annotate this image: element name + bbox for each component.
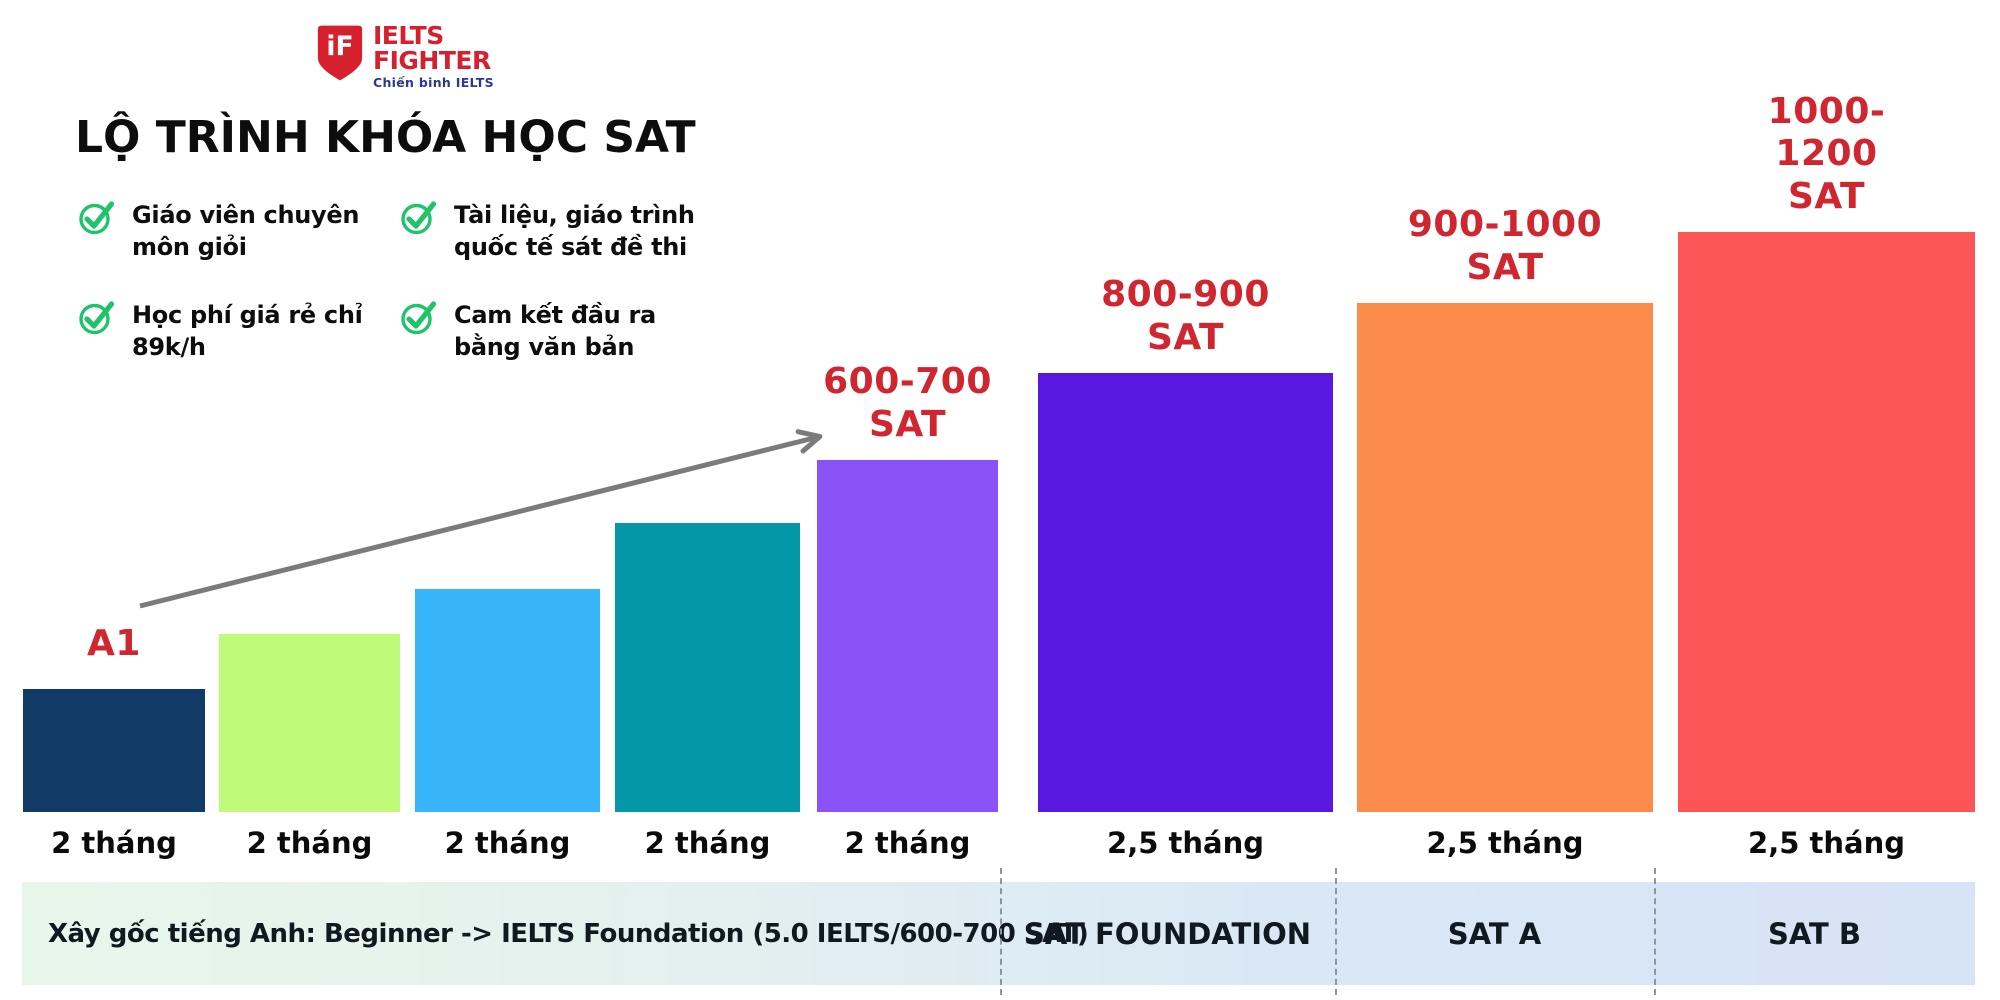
bar-level-label: 600-700 SAT xyxy=(823,361,992,445)
footer-section-label: SAT FOUNDATION xyxy=(1024,916,1311,951)
logo-monogram: iF xyxy=(326,31,353,62)
feature-text: Giáo viên chuyên môn giỏi xyxy=(132,201,360,261)
feature-item-materials: Tài liệu, giáo trình quốc tế sát đề thi xyxy=(400,200,695,263)
bar-duration-label: 2,5 tháng xyxy=(1426,826,1584,860)
bar-duration-label: 2 tháng xyxy=(246,826,373,860)
page-title: LỘ TRÌNH KHÓA HỌC SAT xyxy=(75,112,696,163)
footer-section-sat-foundation: SAT FOUNDATION xyxy=(1000,882,1335,985)
brand-tagline: Chiến binh IELTS xyxy=(373,75,494,90)
bar-7 xyxy=(1357,303,1653,812)
bar-duration-label: 2 tháng xyxy=(51,826,177,860)
bar-3 xyxy=(415,589,600,812)
bar-duration-label: 2,5 tháng xyxy=(1748,826,1905,860)
bar-4 xyxy=(615,523,800,812)
ielts-fighter-logo-icon: iF xyxy=(317,25,363,81)
footer-section-label: SAT B xyxy=(1767,916,1862,951)
footer-section-label: SAT A xyxy=(1447,916,1542,951)
footer-section-sat-b: SAT B xyxy=(1654,882,1975,985)
feature-text: Cam kết đầu ra bằng văn bản xyxy=(454,301,656,362)
feature-text: Học phí giá rẻ chỉ 89k/h xyxy=(132,301,363,362)
bar-level-label: 1000-1200 SAT xyxy=(1767,90,1886,217)
bar-2 xyxy=(219,634,400,812)
brand-wordmark: IELTS FIGHTER Chiến binh IELTS xyxy=(373,21,494,90)
footer-divider xyxy=(1335,868,1337,995)
check-icon xyxy=(401,201,437,235)
footer-divider xyxy=(1000,868,1002,995)
bar-duration-label: 2 tháng xyxy=(444,826,571,860)
check-icon xyxy=(79,201,115,235)
footer-divider xyxy=(1654,868,1656,995)
bar-duration-label: 2 tháng xyxy=(844,826,971,860)
bar-duration-label: 2 tháng xyxy=(644,826,771,860)
brand-name-line1: IELTS xyxy=(373,21,444,50)
bar-1 xyxy=(23,689,205,812)
feature-text: Tài liệu, giáo trình quốc tế sát đề thi xyxy=(454,201,695,261)
footer-section-label: Xây gốc tiếng Anh: Beginner -> IELTS Fou… xyxy=(48,918,1089,949)
bar-5 xyxy=(817,460,998,812)
feature-list: Giáo viên chuyên môn giỏi Tài liệu, giáo… xyxy=(78,200,695,364)
check-icon xyxy=(401,301,437,335)
feature-item-guarantee: Cam kết đầu ra bằng văn bản xyxy=(400,300,695,363)
brand-logo: iF IELTS FIGHTER Chiến binh IELTS xyxy=(317,21,494,90)
footer-strip: Xây gốc tiếng Anh: Beginner -> IELTS Fou… xyxy=(22,882,1975,985)
bar-level-label: A1 xyxy=(87,622,141,664)
bar-level-label: 900-1000 SAT xyxy=(1407,204,1603,288)
footer-section-sat-a: SAT A xyxy=(1335,882,1654,985)
feature-item-price: Học phí giá rẻ chỉ 89k/h xyxy=(78,300,400,363)
bar-8 xyxy=(1678,232,1975,812)
bar-level-label: 800-900 SAT xyxy=(1101,274,1270,358)
bar-6 xyxy=(1038,373,1333,812)
bar-duration-label: 2,5 tháng xyxy=(1107,826,1264,860)
feature-item-teachers: Giáo viên chuyên môn giỏi xyxy=(78,200,400,263)
footer-section-foundation-english: Xây gốc tiếng Anh: Beginner -> IELTS Fou… xyxy=(22,882,1089,985)
brand-name-line2: FIGHTER xyxy=(373,45,491,75)
check-icon xyxy=(79,301,115,335)
